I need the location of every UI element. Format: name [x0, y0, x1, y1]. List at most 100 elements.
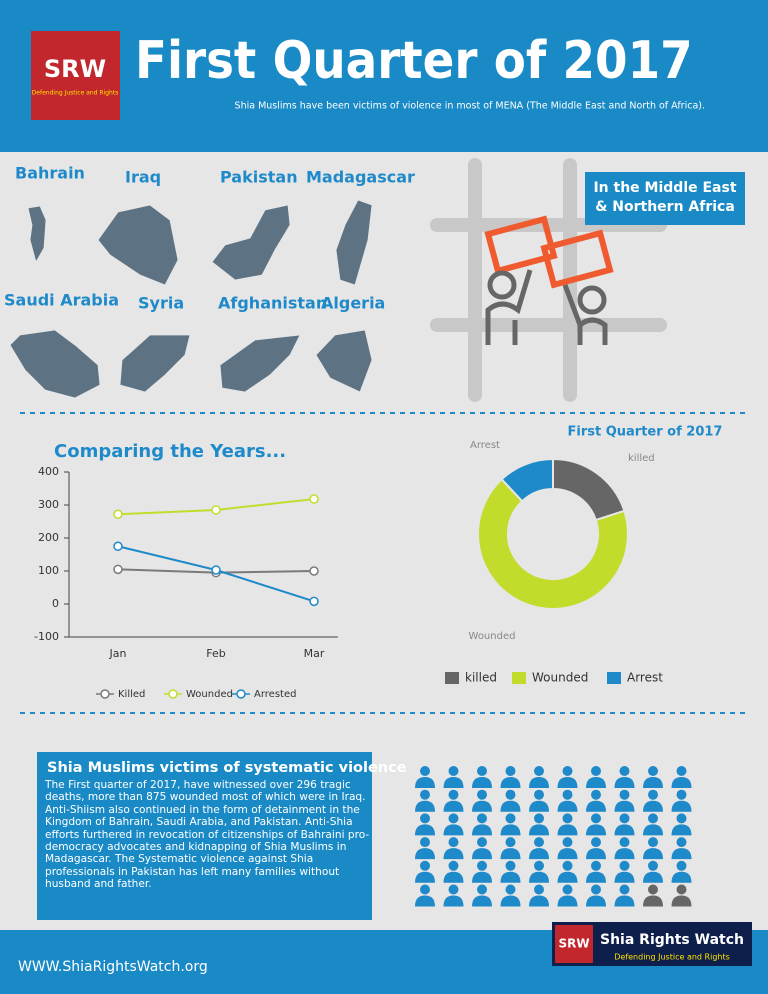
person-body [472, 895, 492, 907]
region-text: In the Middle East & Northern Africa [593, 180, 737, 215]
maps [9, 199, 373, 399]
person-body [586, 871, 606, 883]
person-head [591, 813, 601, 824]
person-body [671, 824, 692, 836]
person-head [534, 789, 544, 800]
x-tick-label: Mar [304, 647, 325, 660]
person-body [586, 824, 606, 836]
person-body [443, 800, 464, 812]
footer-logo-mark [555, 925, 593, 963]
person-body [500, 848, 521, 860]
person-body [671, 848, 692, 860]
protest-icon [484, 215, 614, 345]
person-body [529, 895, 549, 907]
x-tick-label: Jan [109, 647, 127, 660]
info-box [37, 752, 372, 920]
person-head [505, 837, 516, 848]
y-tick-label: 0 [52, 597, 59, 610]
person-body [415, 777, 435, 788]
chart-title: First Quarter of 2017 [568, 425, 723, 440]
map-label: Saudi Arabia [4, 291, 119, 310]
subtitle: Shia Muslims have been victims of violen… [235, 101, 705, 112]
person-head [676, 837, 687, 848]
person-body [586, 800, 606, 812]
person-head [477, 837, 487, 848]
info-heading: Shia Muslims victims of systematic viole… [47, 760, 407, 776]
person-body [443, 777, 464, 788]
person-body [614, 777, 635, 788]
y-tick-label: -100 [34, 630, 59, 643]
region-box-text: In the Middle East & Northern Africa [593, 180, 737, 215]
person-body [472, 824, 492, 836]
person-body [472, 848, 492, 860]
legend-label: Wounded [532, 671, 588, 685]
legend-label: Arrest [627, 671, 663, 685]
person-head [591, 789, 601, 800]
person-body [443, 895, 464, 907]
person-body [643, 824, 663, 836]
legend-marker [100, 689, 110, 699]
person-head [448, 789, 459, 800]
point [309, 566, 319, 576]
person [485, 269, 533, 345]
person-head [534, 813, 544, 824]
map-iraq [97, 204, 179, 286]
person-body [443, 871, 464, 883]
y-tick-label: 300 [38, 498, 59, 511]
person-head [619, 813, 630, 824]
segment-label: Wounded [469, 631, 516, 642]
map-madagascar [335, 199, 373, 286]
legend-swatch [607, 672, 621, 684]
segment-label: Arrest [470, 440, 500, 451]
person-head [619, 837, 630, 848]
person-body [415, 800, 435, 812]
logo-box [31, 31, 120, 120]
info-body: The First quarter of 2017, have witnesse… [45, 779, 370, 891]
person-head [591, 860, 601, 871]
person-body [443, 824, 464, 836]
person-body [643, 777, 663, 788]
person-head [619, 766, 630, 776]
footer-tagline: Defending Justice and Rights [614, 953, 730, 962]
person-body [529, 824, 549, 836]
y-tick-label: 200 [38, 531, 59, 544]
person-body [500, 800, 521, 812]
person-head [648, 813, 658, 824]
person-head [562, 884, 573, 895]
point [309, 596, 319, 607]
person-head [648, 789, 658, 800]
person-body [671, 777, 692, 788]
person-head [505, 860, 516, 871]
person-body [500, 824, 521, 836]
map-label: Algeria [321, 294, 385, 313]
person-body [415, 895, 435, 907]
person-head [420, 860, 430, 871]
segment-label: killed [628, 453, 655, 464]
map-pakistan [211, 204, 291, 281]
legend-label: killed [465, 671, 497, 685]
person-head [420, 789, 430, 800]
person-body [557, 824, 578, 836]
person-head [534, 884, 544, 895]
person-head [562, 789, 573, 800]
person [577, 285, 607, 315]
person-head [534, 860, 544, 871]
title: First Quarter of 2017 [135, 31, 693, 91]
person-body [557, 777, 578, 788]
map-label: Syria [138, 294, 184, 313]
person-head [534, 837, 544, 848]
person-head [648, 884, 658, 895]
person-body [557, 800, 578, 812]
person-head [648, 860, 658, 871]
person-head [448, 837, 459, 848]
person-head [420, 813, 430, 824]
chart-title: Comparing the Years... [54, 441, 286, 462]
sign [484, 215, 558, 275]
person-body [586, 895, 606, 907]
y-tick-label: 100 [38, 564, 59, 577]
person-body [529, 871, 549, 883]
footer-logo: SRW [558, 937, 589, 951]
person-body [472, 800, 492, 812]
point [113, 541, 123, 551]
